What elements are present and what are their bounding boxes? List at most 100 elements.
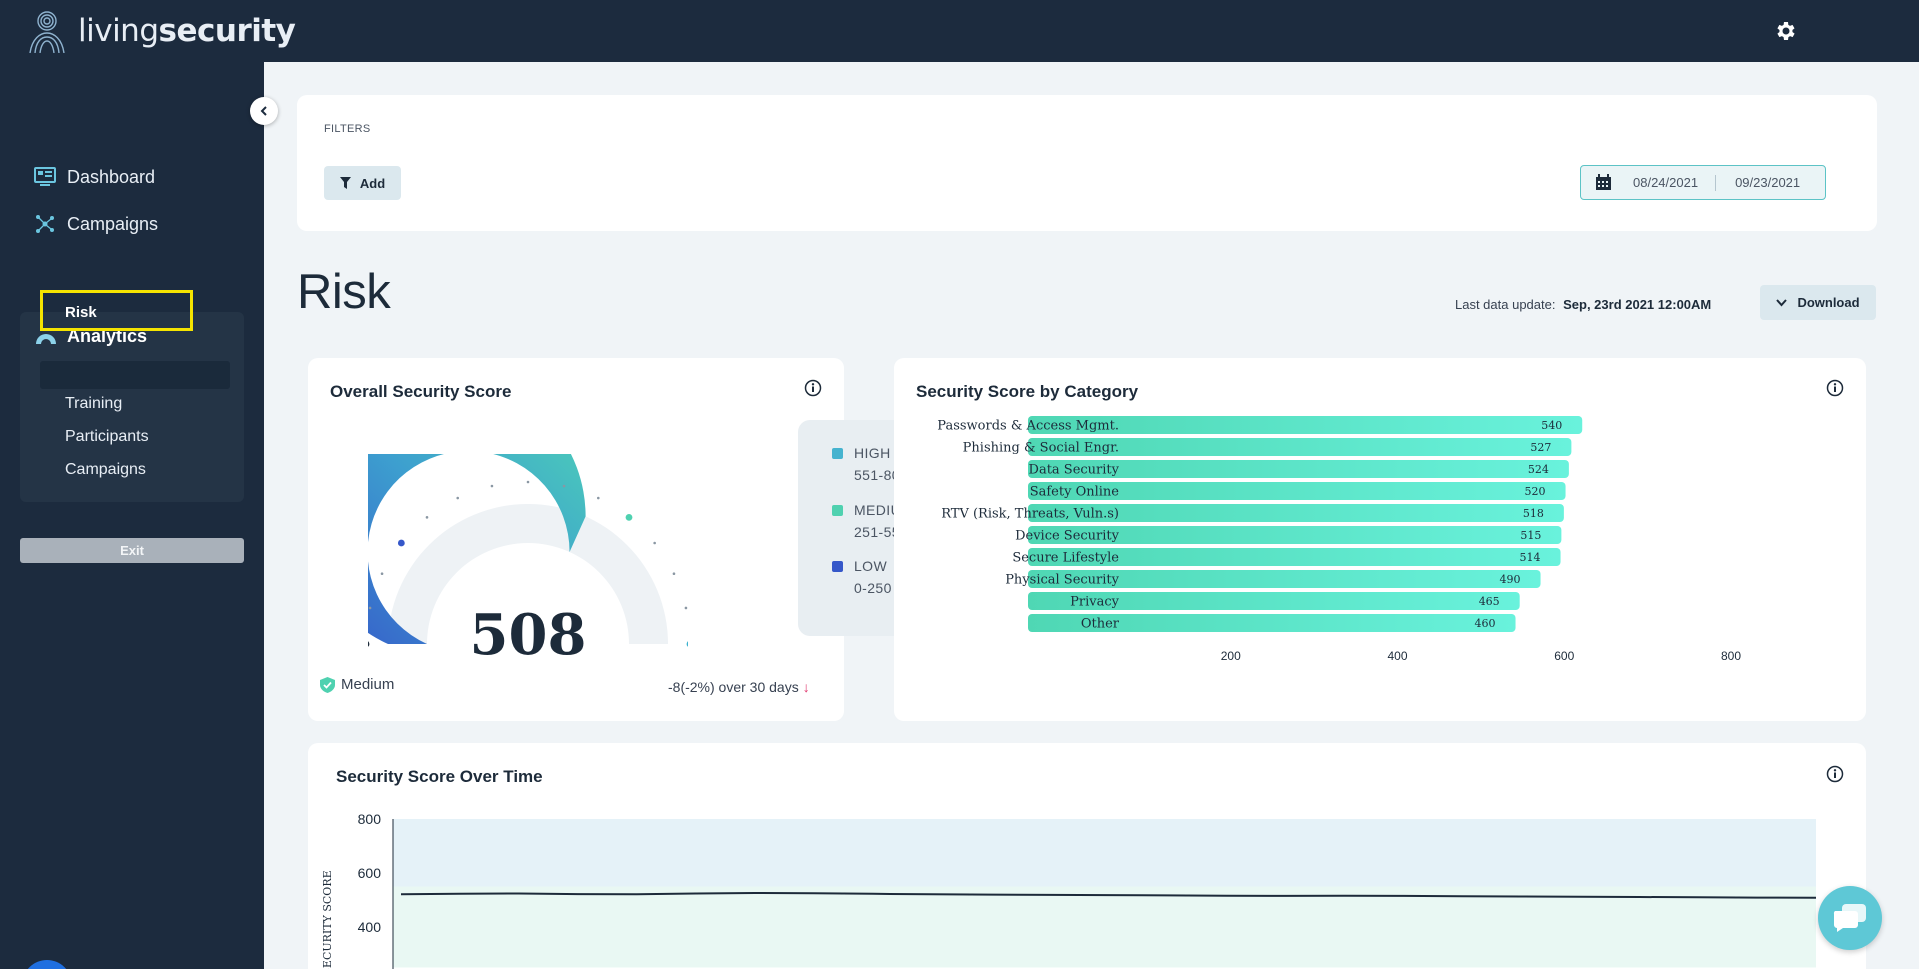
gauge-tick-dot [368,641,370,647]
category-label: Safety Online [1030,485,1120,500]
chevron-left-icon [260,106,267,116]
sidebar-item-campaigns-analytics[interactable]: Campaigns [65,461,146,478]
gauge-tick-dot [397,539,405,547]
logo-wordmark: livingsecurity [78,13,296,49]
category-chart-title: Security Score by Category [916,382,1139,401]
score-level-label: Medium [341,676,395,693]
sidebar-item-risk-row[interactable] [40,361,230,389]
x-tick-label: 600 [1554,649,1574,663]
score-change: -8(-2%) over 30 days ↓ [668,679,810,695]
bar-value-label: 465 [1479,595,1500,608]
gauge-tick-dot [526,480,530,484]
category-label: RTV (Risk, Threats, Vuln.s) [941,507,1119,522]
bar[interactable] [1028,548,1561,566]
sidebar-item-analytics[interactable]: Analytics [34,326,147,347]
gauge-tick-dot [368,606,372,610]
y-axis-label: SECURITY SCORE [321,870,334,969]
gauge-tick-dot [653,541,656,545]
gauge-tick-dot [380,572,384,576]
gauge-tick-dot [562,484,566,488]
score-gauge: 508 [368,454,688,668]
category-label: Secure Lifestyle [1012,551,1119,566]
info-icon[interactable] [1826,765,1844,783]
sidebar-collapse-button[interactable] [250,97,278,125]
legend-low-range: 0-250 [854,580,892,596]
bar-value-label: 518 [1523,507,1544,520]
download-button[interactable]: Download [1760,285,1876,320]
dashboard-icon [34,167,56,186]
bar-value-label: 514 [1520,551,1541,564]
date-to[interactable]: 09/23/2021 [1735,175,1801,190]
legend-high-name: HIGH [854,445,891,461]
legend-swatch-medium [832,505,843,516]
gauge-tick-dot [686,641,688,647]
page-title: Risk [297,265,391,319]
bar[interactable] [1028,438,1572,456]
bar[interactable] [1028,504,1564,522]
exit-button[interactable]: Exit [20,538,244,563]
sidebar-item-risk[interactable]: Risk [65,304,97,321]
analytics-gauge-icon [36,333,56,344]
score-change-label: -8(-2%) over 30 days [668,679,799,695]
info-icon[interactable] [1826,379,1844,397]
sidebar-item-label: Analytics [67,326,148,346]
bar-value-label: 460 [1475,617,1496,630]
chat-bubble-icon [1833,904,1866,932]
chat-button[interactable] [1818,886,1882,950]
category-score-card: Passwords & Access Mgmt. 540 Phishing & So… [894,358,1866,721]
gear-icon[interactable] [1773,19,1797,43]
score-band [393,819,1816,887]
sidebar-item-training[interactable]: Training [65,395,123,412]
last-update-value: Sep, 23rd 2021 12:00AM [1563,297,1712,312]
date-range-picker[interactable]: 08/24/2021 09/23/2021 [1580,165,1826,200]
sidebar-item-campaigns[interactable]: Campaigns [34,213,158,235]
bar[interactable] [1028,614,1516,632]
sidebar-item-dashboard[interactable]: Dashboard [34,166,155,188]
score-level: Medium [320,676,394,693]
x-tick-label: 200 [1221,649,1241,663]
bar[interactable] [1028,526,1562,544]
date-separator [1715,174,1717,191]
bar-value-label: 540 [1541,419,1562,432]
sidebar-item-label: Campaigns [67,213,159,234]
add-filter-button[interactable]: Add [324,166,401,200]
bar[interactable] [1028,460,1569,478]
analytics-group: Analytics Training Participants Campaign… [20,312,244,502]
bar-value-label: 515 [1520,529,1541,542]
gauge-tick-dot [625,513,633,521]
y-tick-label: 800 [358,811,382,827]
calendar-icon [1596,174,1611,190]
info-icon[interactable] [804,379,822,397]
category-bar-chart: Passwords & Access Mgmt. 540 Phishing & So… [937,416,1741,663]
risk-highlight-box [40,290,193,331]
gauge-fill [368,454,586,644]
campaigns-icon [36,215,54,233]
overall-score-card: Overall Security Score 508 Medium -8(-2%… [308,358,844,721]
sidebar-item-participants[interactable]: Participants [65,428,149,445]
accessibility-button[interactable] [22,960,72,969]
x-tick-label: 400 [1387,649,1407,663]
x-tick-label: 800 [1721,649,1741,663]
category-label: Data Security [1029,463,1120,478]
logo[interactable]: livingsecurity [26,9,296,53]
category-label: Passwords & Access Mgmt. [937,419,1119,434]
date-from[interactable]: 08/24/2021 [1633,175,1699,190]
sidebar: Dashboard Campaigns Analytics Training P… [0,62,264,969]
arrow-down-icon: ↓ [802,679,810,695]
logo-fingerprint-icon [29,11,65,53]
bar[interactable] [1028,416,1583,434]
category-label: Device Security [1015,529,1120,544]
top-bar: livingsecurity [0,0,1919,62]
bar-value-label: 524 [1528,463,1549,476]
score-line [400,891,1817,899]
bar[interactable] [1028,570,1541,588]
download-label: Download [1797,295,1860,310]
legend-swatch-high [832,448,843,459]
gauge-tick-dot [490,484,494,488]
last-update-label: Last data update: [1455,297,1556,312]
bar[interactable] [1028,482,1566,500]
bar[interactable] [1028,592,1520,610]
over-time-chart-title: Security Score Over Time [336,767,543,786]
bar-value-label: 520 [1525,485,1546,498]
category-label: Physical Security [1005,573,1119,588]
